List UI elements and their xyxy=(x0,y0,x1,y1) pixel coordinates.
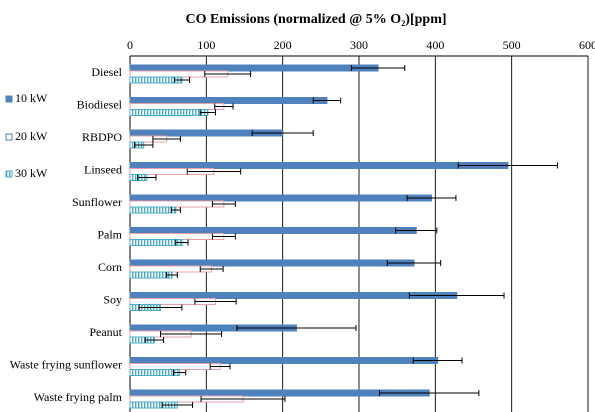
chart-title: CO Emissions (normalized @ 5% O₂)[ppm] xyxy=(185,12,446,27)
category-label: Diesel xyxy=(91,65,122,79)
category-label: Corn xyxy=(98,260,122,274)
category-label: Palm xyxy=(97,228,122,242)
bar xyxy=(129,271,173,279)
bar xyxy=(129,292,458,299)
bar xyxy=(129,227,417,234)
x-tick-label: 0 xyxy=(127,38,133,52)
bar xyxy=(129,363,221,370)
category-label: Waste frying sunflower xyxy=(10,358,122,372)
bar xyxy=(129,265,213,273)
legend: 10 kW 20 kW 30 kW xyxy=(5,91,48,180)
bar xyxy=(129,109,209,116)
legend-swatch xyxy=(5,95,13,103)
bar xyxy=(129,103,225,110)
category-label-layer: Diesel Biodiesel RBDPO Linseed Sunflower Palm… xyxy=(10,65,123,404)
legend-label: 10 kW xyxy=(15,91,48,105)
category-label: Waste frying palm xyxy=(34,390,123,404)
legend-swatch xyxy=(5,170,13,178)
x-tick-label: 200 xyxy=(274,38,292,52)
bar xyxy=(129,200,225,208)
x-tick-label: 500 xyxy=(503,38,521,52)
category-label: Peanut xyxy=(89,325,122,339)
bar xyxy=(129,357,439,364)
bar xyxy=(129,259,415,267)
x-tick-label: 100 xyxy=(197,38,215,52)
category-label: Biodiesel xyxy=(77,98,123,112)
bar xyxy=(129,206,177,214)
tick-layer: 0 100 200 300 400 500 600 xyxy=(127,38,595,52)
legend-label: 30 kW xyxy=(15,166,48,180)
bar xyxy=(129,233,225,240)
bar xyxy=(129,369,181,376)
x-tick-label: 600 xyxy=(579,38,595,52)
bar xyxy=(129,239,183,246)
x-tick-label: 400 xyxy=(426,38,444,52)
category-label: Soy xyxy=(103,293,122,307)
x-tick-label: 300 xyxy=(350,38,368,52)
legend-label: 20 kW xyxy=(15,129,48,143)
category-label: Sunflower xyxy=(72,195,122,209)
bar xyxy=(129,97,328,104)
bar-layer xyxy=(129,64,558,409)
bar xyxy=(129,162,509,169)
legend-swatch xyxy=(5,133,13,141)
category-label: Linseed xyxy=(84,163,122,177)
bar xyxy=(129,194,433,202)
category-label: RBDPO xyxy=(82,130,122,144)
bar xyxy=(129,64,379,72)
